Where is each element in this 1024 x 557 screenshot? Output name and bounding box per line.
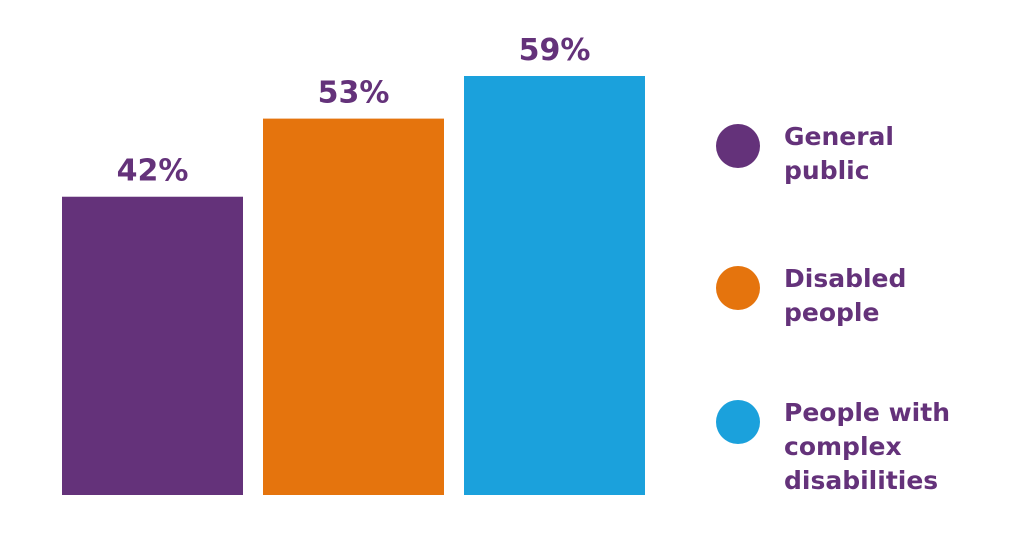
value-label-0: 42% xyxy=(117,154,189,189)
legend-swatch xyxy=(716,266,760,310)
value-label-2: 59% xyxy=(519,33,591,68)
legend-label: People with complex disabilities xyxy=(784,398,950,495)
bar-0 xyxy=(62,196,243,495)
legend-swatch xyxy=(716,124,760,168)
bar-1 xyxy=(263,118,444,495)
legend-item-complex-disabilities: People with complex disabilities xyxy=(716,396,954,498)
legend-label: Disabled people xyxy=(784,264,907,327)
legend-swatch xyxy=(716,400,760,444)
legend-item-general-public: General public xyxy=(716,120,954,188)
legend-label: General public xyxy=(784,122,894,185)
value-label-1: 53% xyxy=(318,76,390,111)
legend-item-disabled-people: Disabled people xyxy=(716,262,954,330)
bar-2 xyxy=(464,76,645,495)
